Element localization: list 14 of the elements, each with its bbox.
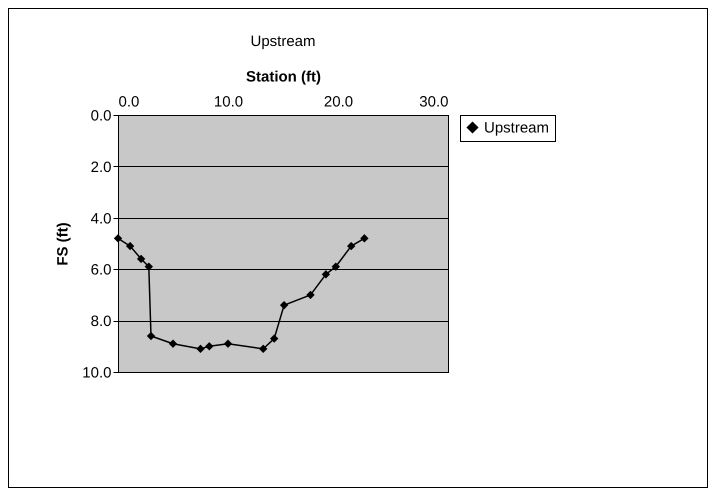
y-tick-label: 10.0 [82, 364, 112, 382]
legend-label: Upstream [484, 120, 550, 136]
y-tick-label: 8.0 [90, 313, 112, 330]
chart-title: Upstream [250, 33, 316, 50]
x-tick-label: 0.0 [118, 94, 140, 110]
y-tick-label: 0.0 [90, 108, 112, 124]
y-tick-label: 6.0 [90, 262, 112, 279]
x-tick-label: 10.0 [214, 94, 244, 110]
x-tick-label: 20.0 [324, 94, 354, 110]
x-axis-title: Station (ft) [246, 68, 321, 86]
x-tick-label: 30.0 [419, 94, 448, 110]
y-tick-label: 4.0 [90, 210, 112, 228]
y-tick-label: 2.0 [90, 158, 112, 176]
y-axis-title: FS (ft) [54, 222, 72, 266]
